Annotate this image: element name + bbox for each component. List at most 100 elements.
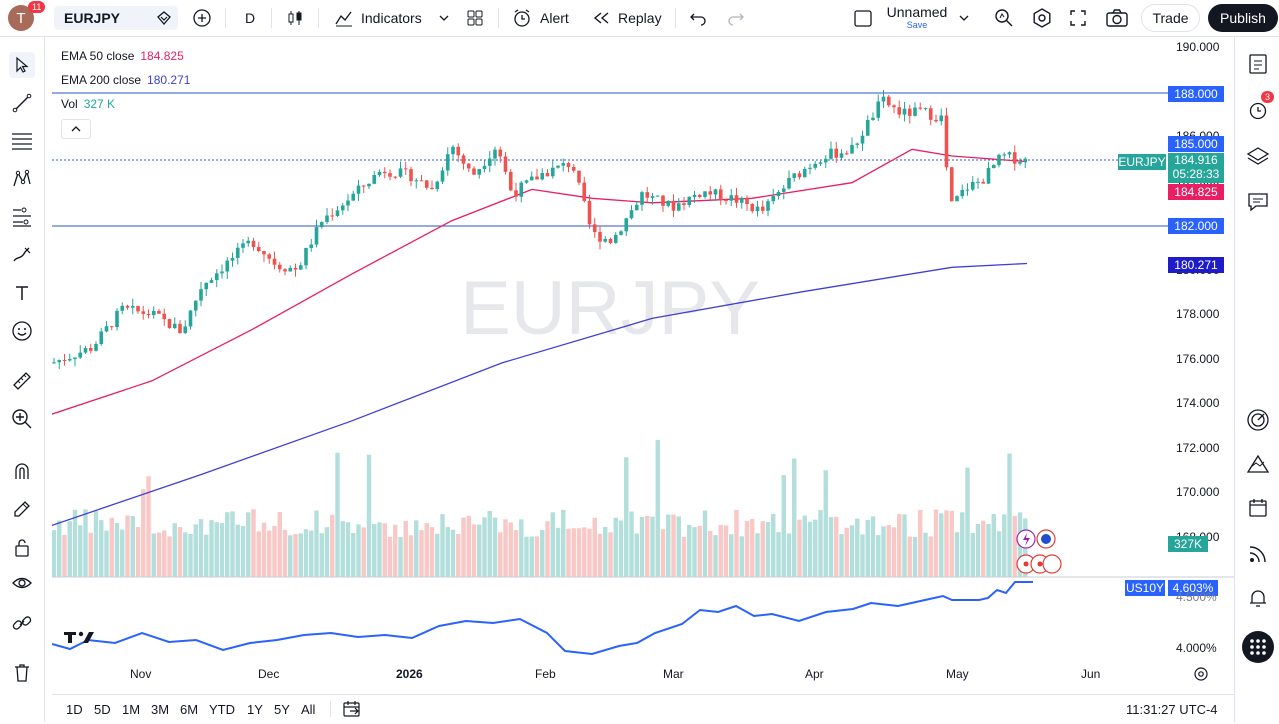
alerts-button[interactable] <box>1245 97 1271 123</box>
range-all[interactable]: All <box>301 702 316 717</box>
clock[interactable]: 11:31:27 UTC-4 <box>1126 702 1218 717</box>
candle-body <box>62 360 67 362</box>
candle-body <box>934 119 938 122</box>
candle-body <box>461 155 466 164</box>
sync-tool[interactable] <box>9 610 35 636</box>
triangle-chart-icon <box>1246 454 1270 473</box>
watchlist-button[interactable] <box>1245 51 1271 77</box>
volume-bar <box>214 522 219 577</box>
snapshot-button[interactable] <box>1105 0 1129 36</box>
legend-ema50[interactable]: EMA 50 close 184.825 <box>61 49 184 63</box>
settings-button[interactable] <box>1031 0 1053 36</box>
range-1y[interactable]: 1Y <box>247 702 263 717</box>
layouts-button[interactable] <box>466 0 484 36</box>
replay-button[interactable]: Replay <box>592 0 662 36</box>
trendline-icon <box>12 93 32 113</box>
calendar-arrow-icon <box>343 701 360 717</box>
collapse-legend-button[interactable] <box>61 119 91 139</box>
square-icon <box>854 10 872 27</box>
volume-bar <box>582 527 587 577</box>
remove-drawings-tool[interactable] <box>9 660 35 686</box>
candle-body <box>671 200 676 211</box>
range-ytd[interactable]: YTD <box>209 702 235 717</box>
volume-bar <box>771 513 776 577</box>
zoom-tool[interactable] <box>9 406 35 432</box>
pattern-icon <box>13 169 31 187</box>
measure-tool[interactable] <box>9 368 35 394</box>
volume-bar <box>550 512 555 577</box>
undo-button[interactable] <box>689 0 707 36</box>
trendline-tool[interactable] <box>9 90 35 116</box>
legend-ema200[interactable]: EMA 200 close 180.271 <box>61 73 190 87</box>
forecast-tool[interactable] <box>9 204 35 230</box>
calendar-button[interactable] <box>1245 495 1271 521</box>
indicators-dropdown[interactable] <box>438 0 450 36</box>
price-chart[interactable]: EURJPY <box>52 37 1234 694</box>
goto-date-button[interactable] <box>342 699 362 724</box>
text-tool[interactable] <box>9 280 35 306</box>
candle-body <box>529 176 534 181</box>
volume-bar <box>723 525 729 577</box>
range-3m[interactable]: 3M <box>151 702 170 717</box>
candle-body <box>766 201 770 211</box>
candle-body <box>592 224 597 233</box>
axis-settings-button[interactable] <box>1193 666 1209 687</box>
add-symbol-button[interactable] <box>192 0 212 36</box>
layers-button[interactable] <box>1245 143 1271 169</box>
notifications-button[interactable] <box>1245 585 1271 611</box>
lock-tool[interactable] <box>9 534 35 560</box>
candle-body <box>850 144 854 154</box>
magnet-tool[interactable] <box>9 458 35 484</box>
candle-body <box>519 182 524 197</box>
candle-body <box>109 326 114 328</box>
cursor-tool[interactable] <box>9 52 35 78</box>
fib-tool[interactable] <box>9 128 35 154</box>
chart-type-button[interactable] <box>286 0 304 36</box>
chat-button[interactable] <box>1245 189 1271 215</box>
redo-button[interactable] <box>727 0 745 36</box>
volume-bar <box>855 518 860 577</box>
smile-icon <box>12 321 32 341</box>
visibility-tool[interactable] <box>9 570 35 596</box>
legend-volume[interactable]: Vol 327 K <box>61 97 115 111</box>
brush-tool[interactable] <box>9 242 35 268</box>
volume-bar <box>613 517 618 577</box>
alert-button[interactable]: Alert <box>512 0 569 36</box>
event-markers[interactable] <box>1016 529 1062 574</box>
lock-icon <box>15 539 29 557</box>
indicators-button[interactable]: Indicators <box>334 0 422 36</box>
drawing-mode-tool[interactable] <box>9 496 35 522</box>
layout-menu-button[interactable] <box>958 0 970 36</box>
volume-bar <box>366 454 372 577</box>
volume-bar <box>876 535 881 577</box>
interval-button[interactable]: D <box>245 10 256 26</box>
fullscreen-button[interactable] <box>1068 0 1088 36</box>
target-button[interactable] <box>1245 407 1271 433</box>
ema50-label: EMA 50 close <box>61 49 135 63</box>
volume-bar <box>393 524 398 577</box>
apps-button[interactable] <box>1242 631 1274 663</box>
range-5y[interactable]: 5Y <box>274 702 290 717</box>
volume-bar <box>912 536 918 577</box>
volume-bar <box>172 523 177 577</box>
volume-bar <box>314 510 319 577</box>
trade-button[interactable]: Trade <box>1141 4 1200 32</box>
candle-body <box>818 162 823 164</box>
volume-bar <box>135 526 141 577</box>
emoji-tool[interactable] <box>9 318 35 344</box>
range-5d[interactable]: 5D <box>94 702 111 717</box>
quick-search-button[interactable] <box>993 0 1015 36</box>
publish-button[interactable]: Publish <box>1208 4 1278 32</box>
candle-body <box>629 210 634 219</box>
range-1d[interactable]: 1D <box>66 702 83 717</box>
ideas-button[interactable] <box>1245 451 1271 477</box>
symbol-search-button[interactable]: EURJPY <box>54 6 178 30</box>
range-6m[interactable]: 6M <box>180 702 199 717</box>
layout-toggle-button[interactable] <box>853 0 873 36</box>
pattern-tool[interactable] <box>9 166 35 192</box>
streams-button[interactable] <box>1245 541 1271 567</box>
event-dot-icon[interactable] <box>1042 554 1062 574</box>
layout-name-button[interactable]: Unnamed Save <box>884 4 950 30</box>
range-1m[interactable]: 1M <box>122 702 141 717</box>
volume-bar <box>361 527 366 577</box>
